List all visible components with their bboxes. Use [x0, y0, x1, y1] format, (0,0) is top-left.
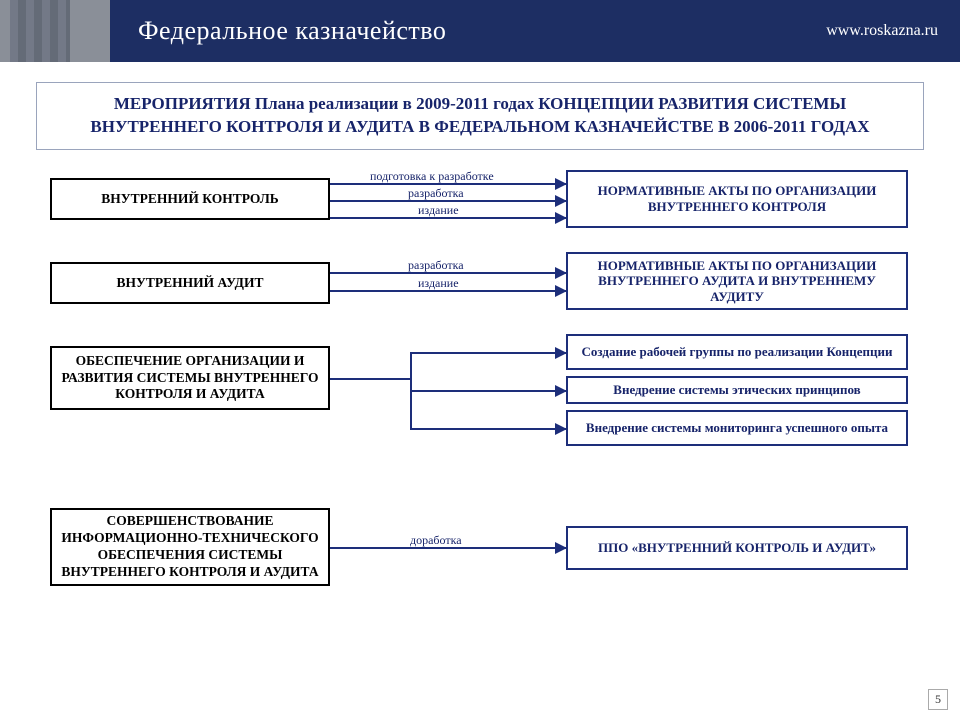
group3-branch-1 [410, 390, 566, 392]
group3-branch-0 [410, 352, 566, 354]
right-box-r3: Создание рабочей группы по реализации Ко… [566, 334, 908, 370]
arrow-label-a1: подготовка к разработке [370, 169, 494, 184]
header-url: www.roskazna.ru [826, 22, 938, 40]
left-box-l2: ВНУТРЕННИЙ АУДИТ [50, 262, 330, 304]
arrow-label-a5: издание [418, 276, 459, 291]
arrow-label-a2: разработка [408, 186, 464, 201]
arrow-label-a4: разработка [408, 258, 464, 273]
right-box-r6: ППО «ВНУТРЕННИЙ КОНТРОЛЬ И АУДИТ» [566, 526, 908, 570]
flowchart-canvas: ВНУТРЕННИЙ КОНТРОЛЬ ВНУТРЕННИЙ АУДИТ ОБЕСП… [0, 170, 960, 690]
group3-branch-2 [410, 428, 566, 430]
header-banner: Федеральное казначейство www.roskazna.ru [0, 0, 960, 62]
header-title: Федеральное казначейство [138, 16, 446, 46]
right-box-r4: Внедрение системы этических принципов [566, 376, 908, 404]
arrow-label-a3: издание [418, 203, 459, 218]
arrow-label-a10: доработка [410, 533, 462, 548]
slide-title: МЕРОПРИЯТИЯ Плана реализации в 2009-2011… [36, 82, 924, 150]
header-building-photo [0, 0, 110, 62]
left-box-l4: СОВЕРШЕНСТВОВАНИЕ ИНФОРМАЦИОННО-ТЕХНИЧЕС… [50, 508, 330, 586]
right-box-r5: Внедрение системы мониторинга успешного … [566, 410, 908, 446]
page-number: 5 [928, 689, 948, 710]
right-box-r1: НОРМАТИВНЫЕ АКТЫ ПО ОРГАНИЗАЦИИ ВНУТРЕНН… [566, 170, 908, 228]
left-box-l3: ОБЕСПЕЧЕНИЕ ОРГАНИЗАЦИИ И РАЗВИТИЯ СИСТЕ… [50, 346, 330, 410]
right-box-r2: НОРМАТИВНЫЕ АКТЫ ПО ОРГАНИЗАЦИИ ВНУТРЕНН… [566, 252, 908, 310]
left-box-l1: ВНУТРЕННИЙ КОНТРОЛЬ [50, 178, 330, 220]
group3-stem [330, 378, 410, 380]
